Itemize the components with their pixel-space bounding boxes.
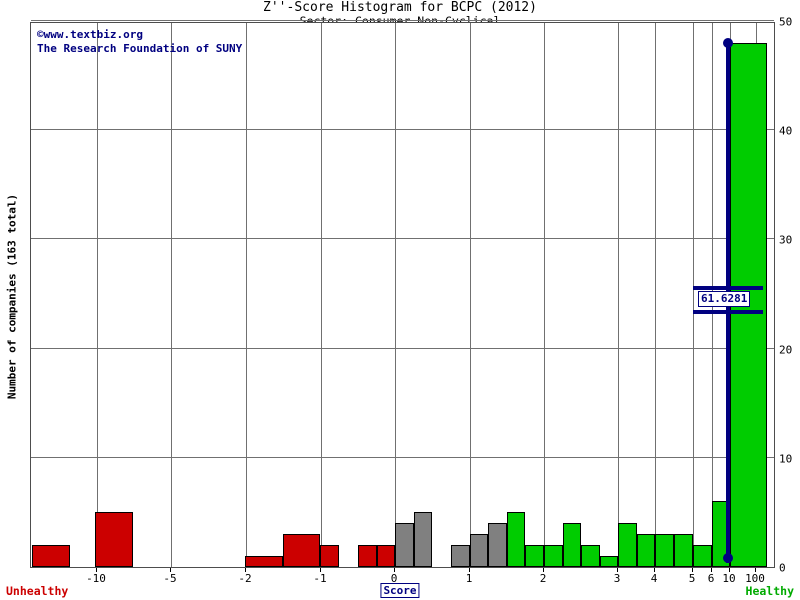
histogram-bar [358,545,377,567]
histogram-bar [414,512,432,567]
marker-cap [693,310,763,314]
x-tick-mark [543,568,544,572]
histogram-bar [563,523,581,567]
chart-title: Z''-Score Histogram for BCPC (2012) [263,0,537,15]
x-tick-mark [394,568,395,572]
gridline-horizontal [31,456,774,458]
histogram-bar [674,534,693,567]
credit-text: ©www.textbiz.org The Research Foundation… [37,28,242,56]
histogram-bar [618,523,637,567]
y-tick-label: 40 [779,124,793,138]
x-tick-mark [245,568,246,572]
histogram-bar [693,545,712,567]
x-tick-mark [617,568,618,572]
histogram-bar [525,545,544,567]
gridline-vertical [246,23,247,567]
credit-line-2: The Research Foundation of SUNY [37,42,243,55]
x-tick-mark [320,568,321,572]
healthy-note: Healthy [745,584,794,598]
x-tick-mark [729,568,730,572]
y-tick-label: 50 [779,15,793,29]
gridline-vertical [655,23,656,567]
histogram-bar [283,534,320,567]
gridline-vertical [171,23,172,567]
x-tick-label: -1 [313,572,327,585]
gridline-vertical [693,23,694,567]
x-tick-mark [170,568,171,572]
x-tick-label: 10 [722,572,736,585]
x-tick-label: -5 [163,572,177,585]
plot-area: ©www.textbiz.org The Research Foundation… [30,20,775,568]
histogram-bar [637,534,655,567]
gridline-vertical [544,23,545,567]
x-tick-mark [692,568,693,572]
marker-top-dot [723,38,733,48]
marker-bottom-dot [723,553,733,563]
histogram-bar [32,545,70,567]
gridline-horizontal [31,129,774,131]
histogram-bar [245,556,283,567]
x-axis-label: Score [380,583,420,598]
x-tick-label: 6 [707,572,715,585]
histogram-bar [470,534,488,567]
histogram-bar [488,523,507,567]
histogram-bar [600,556,618,567]
gridline-vertical [395,23,396,567]
x-tick-label: -10 [86,572,106,585]
x-tick-label: -2 [238,572,252,585]
score-marker-value: 61.6281 [698,291,751,307]
y-tick-label: 0 [779,561,786,575]
x-tick-label: 100 [745,572,765,585]
x-tick-label: 5 [688,572,696,585]
x-tick-mark [96,568,97,572]
gridline-horizontal [31,347,774,349]
x-tick-mark [469,568,470,572]
x-tick-label: 1 [465,572,473,585]
x-tick-mark [755,568,756,572]
marker-cap [693,286,763,290]
gridline-vertical [97,23,98,567]
gridline-vertical [470,23,471,567]
x-tick-mark [711,568,712,572]
x-tick-label: 2 [539,572,547,585]
y-axis-label: Number of companies (163 total) [5,193,19,400]
gridline-horizontal [31,238,774,240]
y-tick-label: 20 [779,343,793,357]
x-tick-label: 3 [613,572,621,585]
histogram-bar [507,512,525,567]
credit-line-1: ©www.textbiz.org [37,28,143,41]
histogram-bar [395,523,414,567]
unhealthy-note: Unhealthy [6,584,69,598]
x-tick-label: 0 [390,572,398,585]
x-tick-label: 4 [650,572,658,585]
histogram-bar [451,545,470,567]
gridline-horizontal [31,20,774,21]
x-tick-mark [654,568,655,572]
histogram-bar [377,545,395,567]
histogram-bar [581,545,600,567]
y-tick-label: 10 [779,452,793,466]
histogram-bar [95,512,133,567]
gridline-vertical [618,23,619,567]
y-tick-label: 30 [779,233,793,247]
histogram-bar [655,534,674,567]
gridline-vertical [321,23,322,567]
histogram-bar [544,545,563,567]
histogram-bar [320,545,339,567]
